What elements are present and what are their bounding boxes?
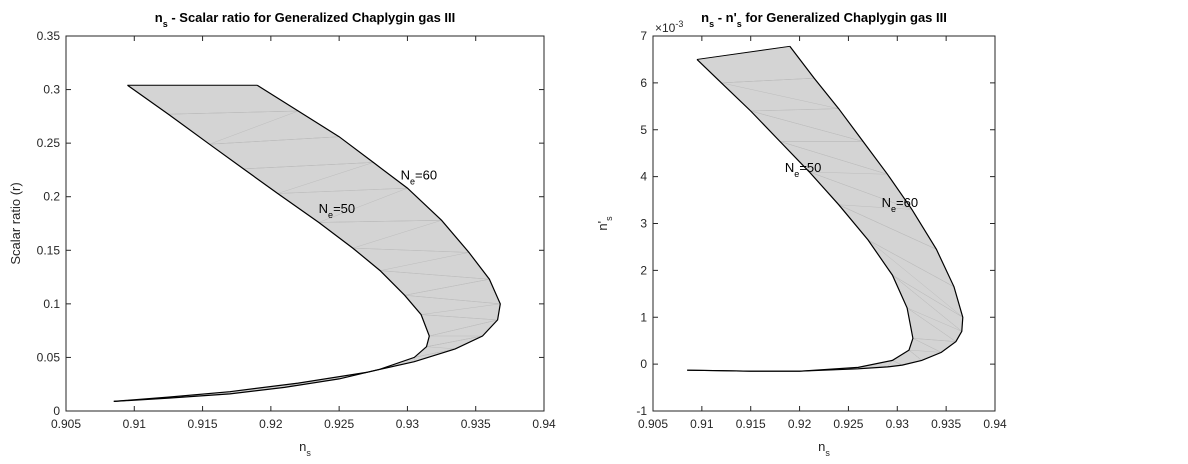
curve-annotation: Ne=50 bbox=[319, 201, 355, 220]
x-axis-label: ns bbox=[818, 439, 830, 458]
band-mesh-line bbox=[809, 171, 888, 175]
y-tick-label: 6 bbox=[640, 76, 647, 90]
y-tick-label: 4 bbox=[640, 170, 647, 184]
x-tick-label: 0.915 bbox=[736, 417, 766, 431]
x-tick-label: 0.915 bbox=[188, 417, 218, 431]
x-tick-label: 0.93 bbox=[396, 417, 420, 431]
band-mesh-line bbox=[892, 274, 962, 332]
band-mesh-line bbox=[243, 162, 374, 170]
x-tick-label: 0.92 bbox=[259, 417, 283, 431]
series-curve-ne60 bbox=[113, 84, 501, 402]
y-tick-label: 0 bbox=[53, 404, 60, 418]
band-mesh-line bbox=[404, 295, 501, 305]
x-tick-label: 0.905 bbox=[638, 417, 668, 431]
band-mesh-line bbox=[721, 77, 815, 84]
curve-annotation: Ne=50 bbox=[785, 160, 821, 179]
y-tick-label: 5 bbox=[640, 123, 647, 137]
x-tick-label: 0.905 bbox=[51, 417, 81, 431]
chart-left-panel: 0.905 0.91 0.915 0.92 0.925 0.93 0.935 0.94 0 0.0… bbox=[8, 10, 556, 458]
y-tick-label: 3 bbox=[640, 217, 647, 231]
y-exponent-label: ×10-3 bbox=[655, 19, 683, 35]
y-tick-label: 0.05 bbox=[37, 350, 61, 364]
y-tick-label: 0.25 bbox=[37, 136, 61, 150]
x-tick-label: 0.93 bbox=[886, 417, 910, 431]
x-tick-label: 0.925 bbox=[324, 417, 354, 431]
band-mesh-line bbox=[867, 239, 955, 288]
plot-area-frame bbox=[65, 35, 545, 412]
band-mesh-line bbox=[912, 338, 942, 353]
band-mesh-line bbox=[318, 220, 442, 223]
y-axis-label: n's bbox=[595, 216, 614, 231]
band-mesh-line bbox=[721, 82, 839, 109]
band-mesh-line bbox=[906, 307, 957, 342]
x-tick-label: 0.92 bbox=[788, 417, 812, 431]
x-tick-label: 0.925 bbox=[833, 417, 863, 431]
x-tick-label: 0.94 bbox=[983, 417, 1007, 431]
band-mesh-line bbox=[892, 274, 963, 318]
series-curve-ne60 bbox=[687, 45, 964, 372]
y-tick-label: 1 bbox=[640, 310, 647, 324]
x-axis-label: ns bbox=[299, 439, 311, 458]
band-mesh-line bbox=[352, 220, 442, 249]
series-curve-ne50 bbox=[113, 84, 430, 402]
band-mesh-line bbox=[209, 136, 340, 145]
band-mesh-line bbox=[421, 303, 501, 315]
chart-title: ns - Scalar ratio for Generalized Chaply… bbox=[155, 10, 456, 29]
band-mesh-line bbox=[779, 141, 888, 175]
band-mesh-line bbox=[277, 187, 408, 194]
band-mesh-line bbox=[912, 338, 956, 342]
band-mesh-line bbox=[867, 239, 963, 318]
band-mesh-line bbox=[421, 314, 498, 321]
band-mesh-line bbox=[277, 162, 374, 194]
y-tick-label: 2 bbox=[640, 263, 647, 277]
chart-title: ns - n's for Generalized Chaplygin gas I… bbox=[701, 10, 947, 29]
y-tick-label: 0.15 bbox=[37, 243, 61, 257]
y-tick-label: 0.2 bbox=[43, 190, 60, 204]
band-mesh-line bbox=[838, 204, 937, 250]
band-mesh-line bbox=[838, 204, 912, 210]
x-tick-label: 0.935 bbox=[461, 417, 491, 431]
band-mesh-line bbox=[318, 187, 408, 223]
band-mesh-line bbox=[414, 348, 456, 358]
chart-right-panel: 0.905 0.91 0.915 0.92 0.925 0.93 0.935 0.94 -1 0 1… bbox=[595, 10, 1007, 458]
band-mesh-line bbox=[352, 247, 469, 253]
curve-annotation: Ne=60 bbox=[882, 195, 918, 214]
x-tick-label: 0.91 bbox=[123, 417, 147, 431]
band-mesh-line bbox=[750, 110, 864, 142]
x-tick-label: 0.91 bbox=[690, 417, 714, 431]
band-mesh-line bbox=[750, 108, 839, 112]
band-mesh-line bbox=[906, 307, 962, 332]
band-mesh-line bbox=[429, 319, 498, 337]
y-tick-label: 0 bbox=[640, 357, 647, 371]
band-mesh-line bbox=[809, 171, 913, 210]
y-axis-label: Scalar ratio (r) bbox=[8, 182, 23, 264]
band-fill-area bbox=[113, 85, 501, 402]
band-fill-area bbox=[687, 46, 963, 372]
band-mesh-line bbox=[380, 270, 490, 280]
y-tick-label: 0.3 bbox=[43, 83, 60, 97]
y-tick-label: 0.35 bbox=[37, 29, 61, 43]
band-mesh-line bbox=[908, 349, 942, 353]
band-mesh-line bbox=[426, 346, 456, 350]
band-mesh-line bbox=[168, 110, 299, 115]
x-tick-label: 0.94 bbox=[532, 417, 556, 431]
band-mesh-line bbox=[426, 335, 483, 347]
y-tick-label: 0.1 bbox=[43, 297, 60, 311]
y-tick-label: 7 bbox=[640, 29, 647, 43]
curve-annotation: Ne=60 bbox=[401, 168, 437, 187]
y-tick-label: -1 bbox=[636, 404, 647, 418]
band-mesh-line bbox=[892, 360, 903, 366]
band-mesh-line bbox=[209, 110, 299, 145]
band-mesh-line bbox=[887, 360, 893, 368]
x-tick-label: 0.935 bbox=[931, 417, 961, 431]
band-mesh-line bbox=[404, 278, 490, 296]
band-mesh-line bbox=[380, 252, 469, 271]
band-top-edge bbox=[696, 45, 790, 60]
band-mesh-line bbox=[908, 349, 922, 361]
